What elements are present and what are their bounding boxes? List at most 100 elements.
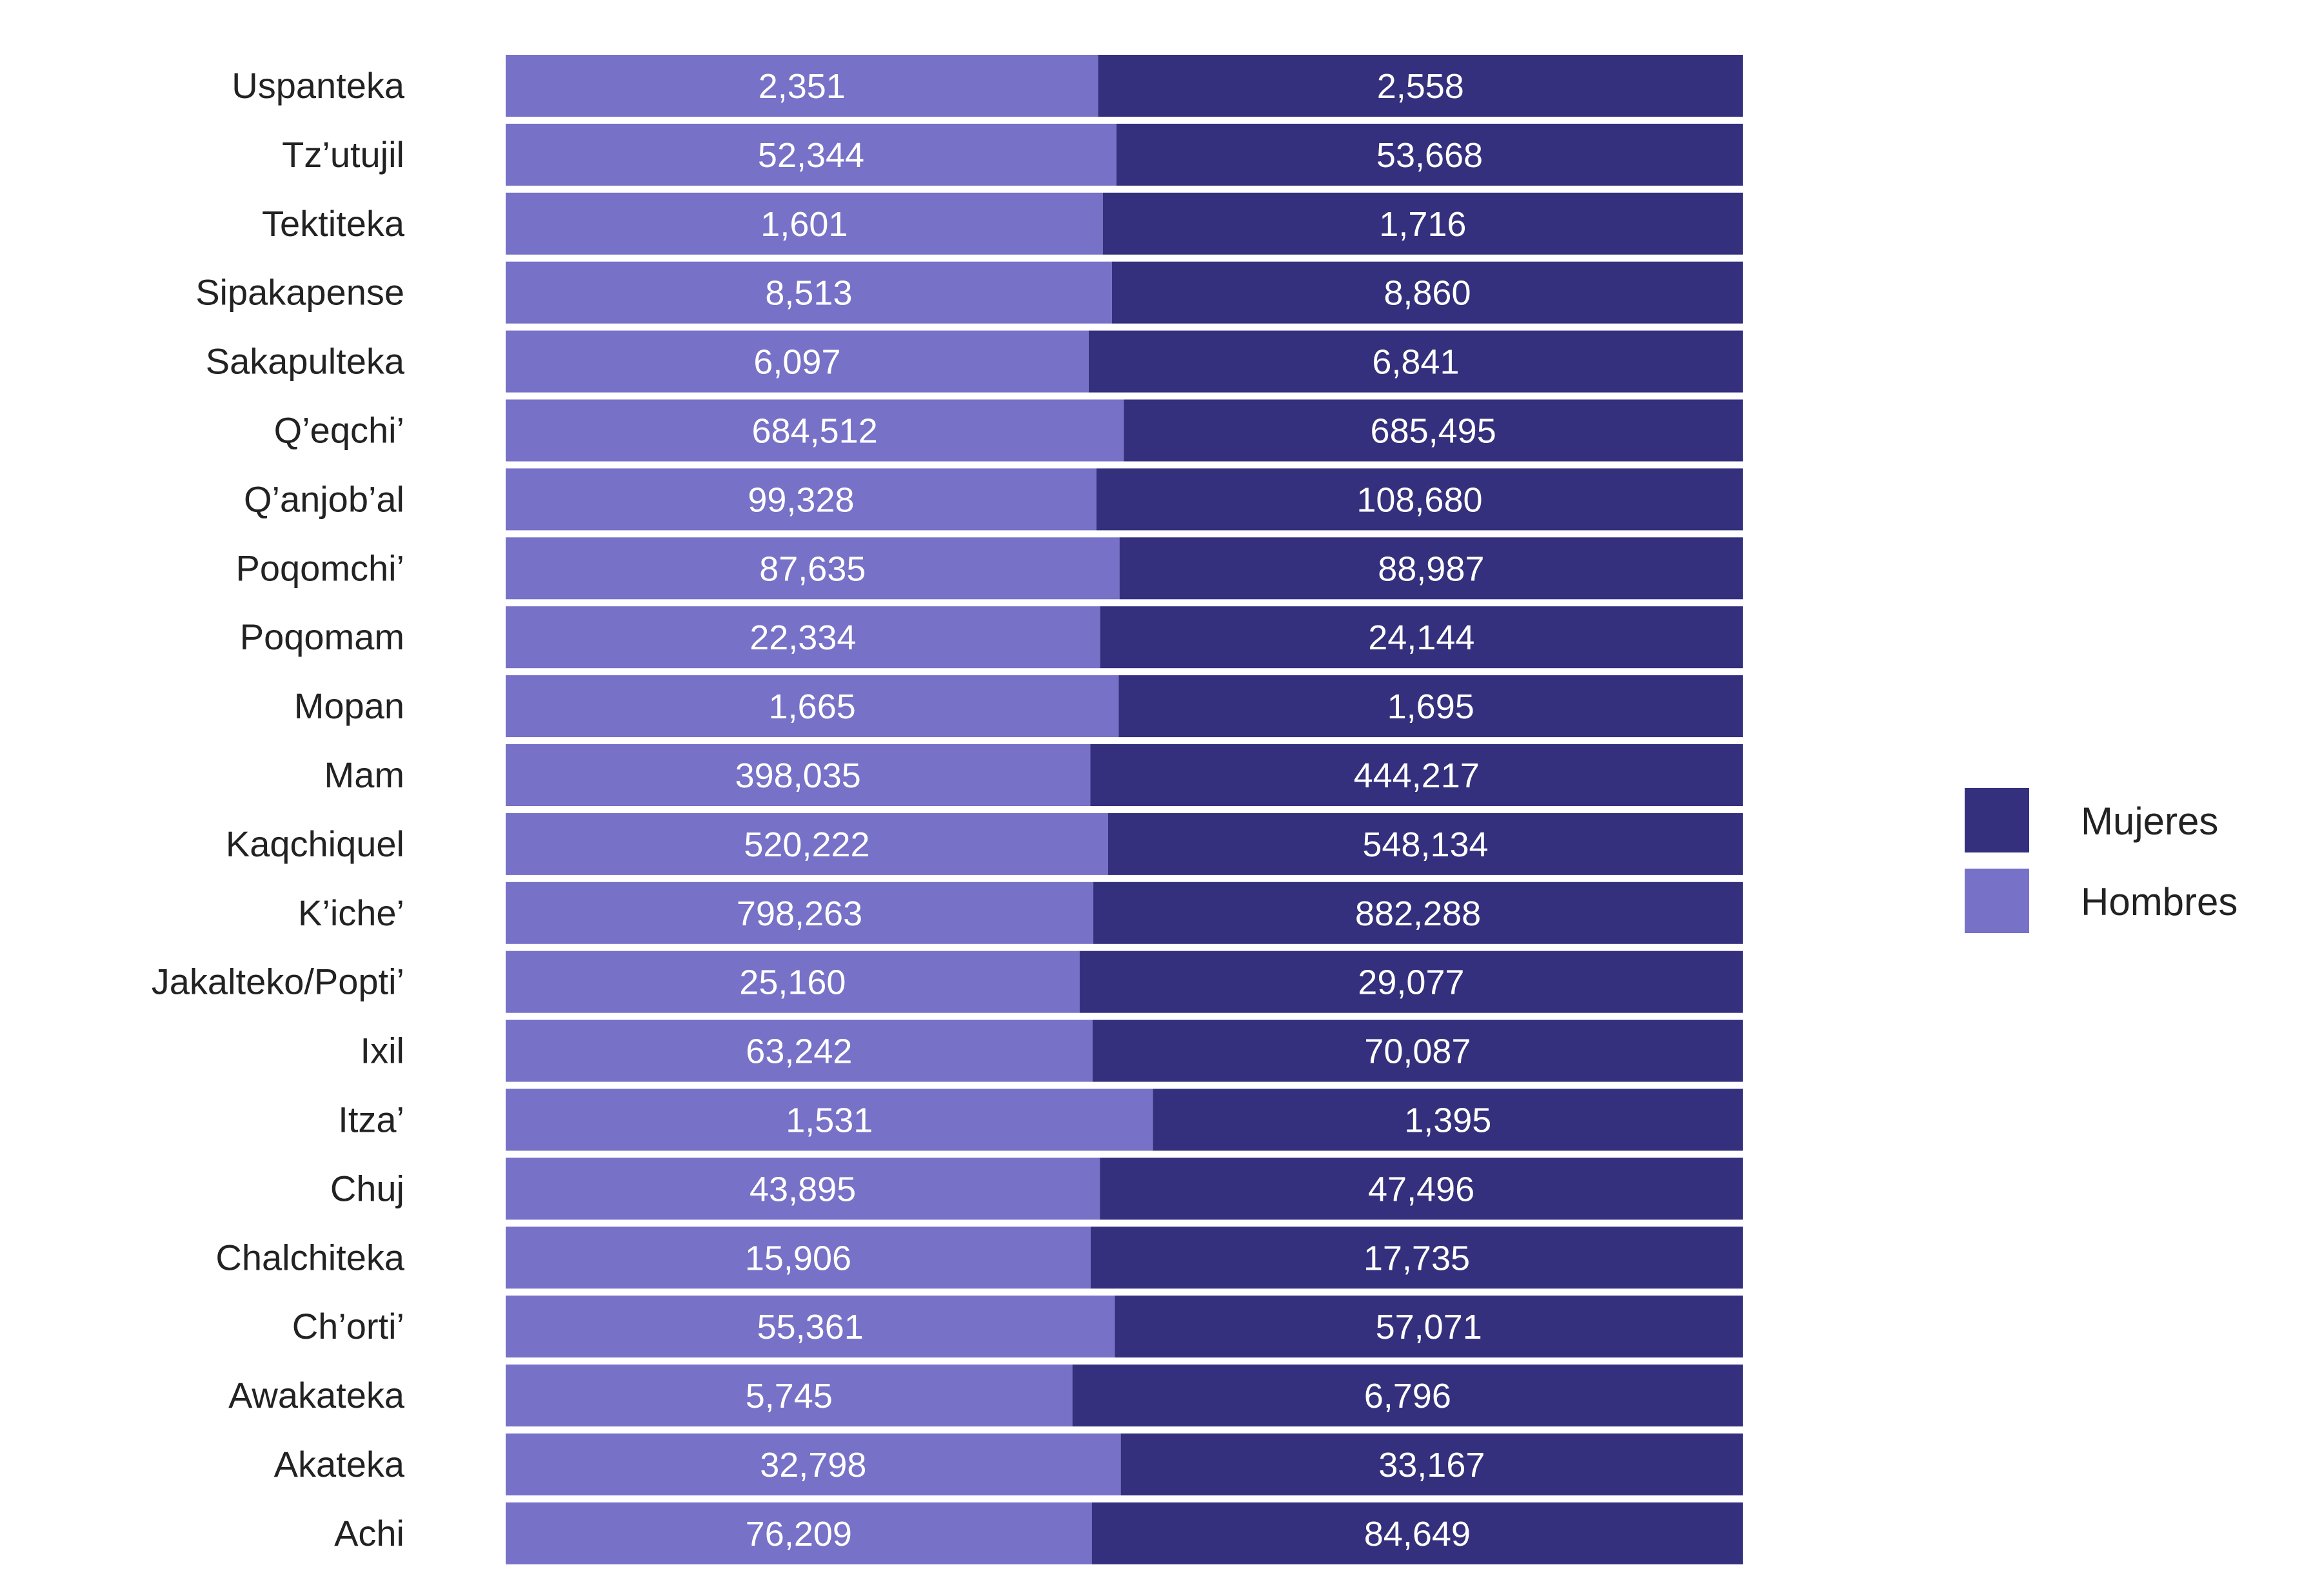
data-label-mujeres: 8,860: [1384, 274, 1471, 313]
data-label-hombres: 798,263: [737, 894, 862, 933]
bar-hombres: [506, 1502, 1092, 1564]
bar-hombres: [506, 1089, 1153, 1151]
category-label: Poqomam: [240, 616, 404, 657]
category-label: Awakateka: [228, 1375, 405, 1415]
data-label-hombres: 43,895: [749, 1170, 856, 1208]
data-label-hombres: 520,222: [744, 825, 869, 864]
category-label: Mam: [324, 754, 404, 795]
bar-hombres: [506, 675, 1119, 738]
bar-mujeres: [1102, 192, 1743, 255]
data-label-mujeres: 57,071: [1376, 1308, 1482, 1346]
bar-mujeres: [1092, 1020, 1743, 1082]
category-label: Mopan: [294, 685, 404, 726]
bar-mujeres: [1088, 330, 1743, 393]
legend-label-mujeres: Mujeres: [2081, 800, 2218, 843]
bar-hombres: [506, 744, 1091, 806]
bar-hombres: [506, 123, 1117, 186]
data-label-hombres: 1,531: [786, 1101, 873, 1140]
bar-mujeres: [1107, 813, 1743, 875]
category-label: Jakalteko/Popti’: [152, 961, 404, 1002]
bar-hombres: [506, 813, 1108, 875]
bar-hombres: [506, 1158, 1100, 1220]
data-label-mujeres: 17,735: [1364, 1239, 1470, 1277]
category-label: Ixil: [361, 1030, 404, 1071]
data-label-hombres: 87,635: [759, 549, 866, 588]
bar-hombres: [506, 192, 1103, 255]
data-label-mujeres: 1,695: [1387, 687, 1474, 726]
bar-mujeres: [1118, 675, 1743, 738]
data-label-hombres: 5,745: [746, 1377, 833, 1415]
category-label: Itza’: [338, 1099, 404, 1140]
data-label-mujeres: 882,288: [1355, 894, 1481, 933]
category-axis: Uspanteka Tz’utujil Tektiteka Sipakapense Sa…: [152, 65, 405, 1553]
bar-hombres: [506, 951, 1080, 1013]
bar-mujeres: [1116, 123, 1743, 186]
bar-mujeres: [1096, 468, 1743, 531]
bar-hombres: [506, 468, 1096, 531]
data-label-mujeres: 70,087: [1364, 1032, 1471, 1071]
data-label-mujeres: 1,716: [1379, 205, 1466, 244]
data-label-mujeres: 88,987: [1378, 549, 1484, 588]
data-label-mujeres: 1,395: [1404, 1101, 1491, 1140]
bar-mujeres: [1072, 1364, 1743, 1427]
data-label-hombres: 32,798: [760, 1446, 866, 1484]
bar-hombres: [506, 55, 1098, 117]
bar-mujeres: [1100, 606, 1743, 669]
legend-swatch-mujeres: [1965, 788, 2029, 852]
legend-label-hombres: Hombres: [2081, 880, 2238, 923]
data-label-hombres: 1,665: [769, 687, 856, 726]
bar-hombres: [506, 882, 1094, 944]
category-label: Kaqchiquel: [226, 823, 404, 864]
data-label-mujeres: 53,668: [1376, 136, 1483, 175]
bar-hombres: [506, 330, 1089, 393]
data-label-hombres: 398,035: [735, 756, 861, 795]
data-label-mujeres: 6,841: [1372, 343, 1459, 382]
legend-swatch-hombres: [1965, 869, 2029, 933]
bar-hombres: [506, 606, 1100, 669]
data-label-mujeres: 685,495: [1371, 412, 1496, 451]
bar-hombres: [506, 537, 1120, 600]
category-label: Uspanteka: [232, 65, 405, 106]
bar-mujeres: [1119, 537, 1743, 600]
bar-mujeres: [1090, 744, 1743, 806]
data-label-mujeres: 444,217: [1354, 756, 1480, 795]
bar-mujeres: [1115, 1296, 1743, 1358]
category-label: Chalchiteka: [215, 1237, 404, 1277]
data-label-hombres: 2,351: [759, 67, 846, 106]
data-label-hombres: 63,242: [746, 1032, 852, 1071]
bar-mujeres: [1093, 882, 1743, 944]
data-label-mujeres: 548,134: [1362, 825, 1488, 864]
category-label: Chuj: [330, 1168, 404, 1208]
data-label-hombres: 76,209: [746, 1515, 852, 1553]
bar-hombres: [506, 399, 1124, 462]
data-label-mujeres: 108,680: [1356, 480, 1482, 519]
bar-mujeres: [1111, 261, 1743, 324]
category-label: K’iche’: [298, 892, 404, 933]
bar-hombres: [506, 1433, 1121, 1495]
data-label-mujeres: 84,649: [1364, 1515, 1471, 1553]
bar-mujeres: [1100, 1158, 1743, 1220]
data-label-mujeres: 33,167: [1378, 1446, 1485, 1484]
data-label-mujeres: 47,496: [1368, 1170, 1474, 1208]
data-label-hombres: 1,601: [760, 205, 848, 244]
bar-hombres: [506, 261, 1112, 324]
data-label-hombres: 25,160: [739, 963, 846, 1002]
bar-mujeres: [1090, 1227, 1743, 1289]
data-label-hombres: 6,097: [753, 343, 840, 382]
bar-mujeres: [1153, 1089, 1743, 1151]
category-label: Ch’orti’: [292, 1306, 404, 1346]
data-label-mujeres: 2,558: [1377, 67, 1464, 106]
category-label: Q’anjob’al: [244, 478, 404, 519]
category-label: Tektiteka: [262, 203, 405, 244]
category-label: Tz’utujil: [282, 134, 404, 175]
data-label-hombres: 8,513: [765, 274, 852, 313]
bar-hombres: [506, 1020, 1093, 1082]
category-label: Sipakapense: [195, 272, 404, 313]
data-label-hombres: 15,906: [745, 1239, 851, 1277]
bar-hombres: [506, 1364, 1073, 1427]
bar-mujeres: [1098, 55, 1743, 117]
bar-hombres: [506, 1296, 1115, 1358]
category-label: Akateka: [274, 1444, 405, 1484]
data-label-hombres: 684,512: [752, 412, 878, 451]
bar-mujeres: [1124, 399, 1743, 462]
